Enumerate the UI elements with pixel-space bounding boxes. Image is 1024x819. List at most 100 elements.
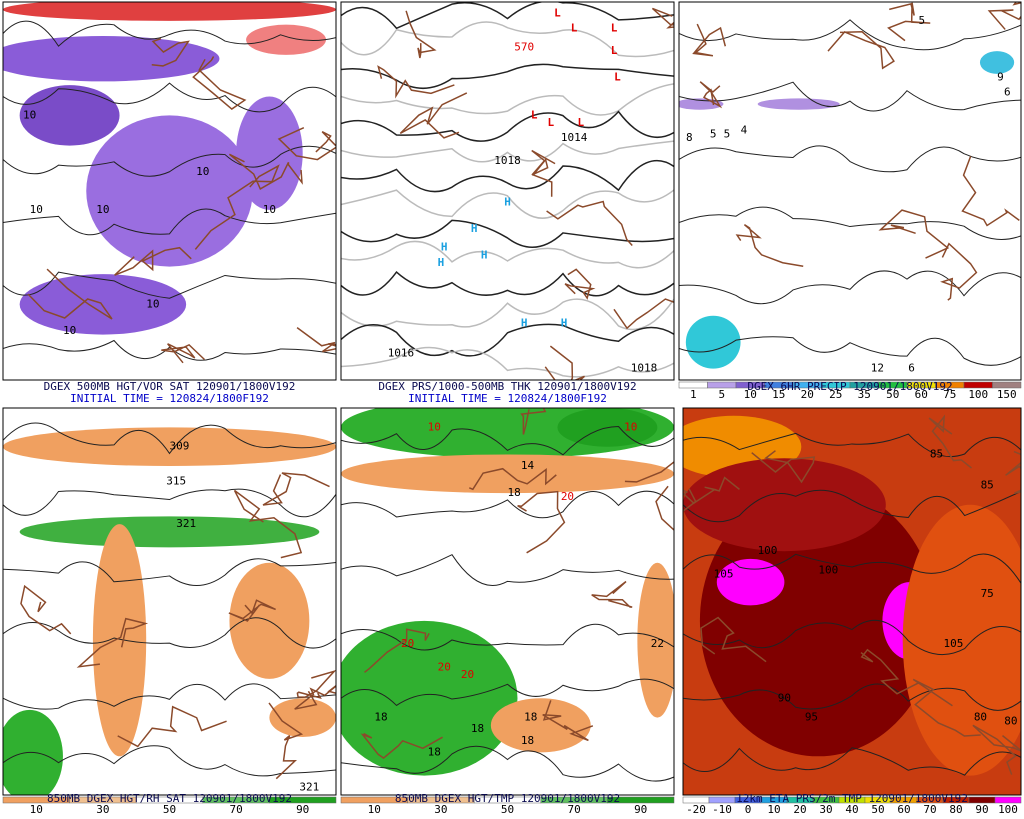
state-border — [151, 37, 190, 67]
state-border — [405, 10, 437, 59]
map-label: 10 — [146, 297, 159, 310]
panel-title: 12km ETA PRS/2m TMP 120901/1800V192 — [736, 792, 968, 805]
color-bar-label: 50 — [886, 388, 899, 401]
panel-frame — [2, 407, 337, 796]
map-label: H — [481, 248, 488, 261]
map-label: H — [441, 241, 448, 254]
map-label: 20 — [461, 668, 474, 681]
contour — [341, 554, 674, 586]
map-background — [679, 2, 1021, 380]
map-label: H — [438, 256, 445, 269]
state-border — [531, 149, 556, 197]
color-bar-label: 30 — [96, 803, 109, 816]
state-border — [262, 472, 330, 506]
map-label: L — [571, 21, 578, 34]
contour — [683, 683, 1021, 711]
state-border — [228, 599, 276, 622]
color-bar-label: 20 — [793, 803, 806, 816]
color-bar-cell — [992, 381, 1022, 389]
state-border — [699, 81, 723, 109]
shaded-area — [683, 458, 886, 552]
map-label: 100 — [758, 544, 778, 557]
color-bar-label: 35 — [858, 388, 871, 401]
map-label: 20 — [561, 490, 574, 503]
color-bar-label: 70 — [567, 803, 580, 816]
color-bar-cell — [269, 796, 337, 804]
panel-title: 850MB DGEX HGT/RH SAT 120901/1800V192 — [47, 792, 292, 805]
map-label: L — [614, 71, 621, 84]
state-border — [613, 298, 674, 330]
map-label: 22 — [651, 637, 664, 650]
contour — [341, 21, 674, 58]
state-border — [972, 724, 1021, 775]
state-border — [692, 23, 727, 57]
map-panel: 309 315 321 321 — [3, 408, 336, 795]
shaded-area — [685, 315, 741, 369]
color-bar-label: 90 — [296, 803, 309, 816]
state-border — [268, 702, 304, 780]
shaded-area — [3, 2, 336, 21]
color-bar-label: -10 — [712, 803, 732, 816]
color-bar-label: 10 — [30, 803, 43, 816]
shaded-area — [3, 36, 220, 82]
panel-title: 850MB DGEX HGT/TMP 120901/1800V192 — [395, 792, 620, 805]
map-label: 10 — [23, 108, 36, 121]
color-bar-label: 90 — [634, 803, 647, 816]
contour — [341, 140, 674, 163]
map-label: 95 — [805, 711, 818, 724]
shaded-area — [3, 427, 336, 467]
map-label: 321 — [176, 517, 196, 530]
map-label: 1018 — [494, 154, 521, 167]
map-label: 20 — [438, 660, 451, 673]
state-border — [233, 489, 303, 559]
contour — [341, 623, 674, 651]
contour — [679, 206, 1021, 240]
state-border — [827, 31, 895, 70]
contour — [3, 208, 336, 236]
state-border — [624, 461, 674, 483]
state-border — [114, 246, 192, 276]
color-bar-label: 150 — [997, 388, 1017, 401]
color-bar-label: 70 — [229, 803, 242, 816]
contour — [3, 82, 336, 113]
map-label: 105 — [943, 637, 963, 650]
contour — [683, 489, 1021, 523]
state-border — [912, 678, 981, 737]
state-border — [161, 343, 205, 364]
map-label: L — [611, 44, 618, 57]
contour — [683, 619, 1021, 656]
state-border — [878, 209, 950, 259]
contour — [341, 110, 674, 142]
state-border — [887, 2, 931, 42]
map-label: 18 — [428, 745, 441, 758]
map-label: 10 — [624, 420, 637, 433]
state-border — [364, 628, 430, 673]
color-bar-label: 50 — [871, 803, 884, 816]
map-label: 1018 — [631, 362, 658, 375]
contour — [683, 553, 1021, 584]
panel-subtitle: INITIAL TIME = 120824/1800F192 — [70, 392, 269, 405]
panel-frame — [678, 1, 1022, 381]
map-label: 10 — [30, 203, 43, 216]
map-label: L — [611, 21, 618, 34]
contour — [341, 346, 674, 378]
panel-frame — [340, 1, 675, 381]
map-panel: 105 105 100 100 85 85 90 95 80 80 75 — [683, 408, 1021, 795]
shaded-area — [757, 98, 840, 110]
panel-subtitle: INITIAL TIME = 120824/1800F192 — [408, 392, 607, 405]
map-label: L — [531, 108, 538, 121]
color-bar-label: 25 — [829, 388, 842, 401]
color-bar-label: 15 — [772, 388, 785, 401]
shaded-area — [490, 698, 591, 753]
map-panel: 10 10 14 18 20 20 20 20 22 18 18 18 18 18 — [341, 408, 674, 795]
contour — [341, 298, 674, 331]
map-label: 9 — [997, 71, 1004, 84]
color-bar-label: 10 — [744, 388, 757, 401]
color-bar-label: 50 — [501, 803, 514, 816]
state-border — [76, 617, 149, 668]
shaded-area — [86, 115, 253, 267]
contour — [679, 336, 1021, 366]
map-label: 321 — [299, 780, 319, 793]
